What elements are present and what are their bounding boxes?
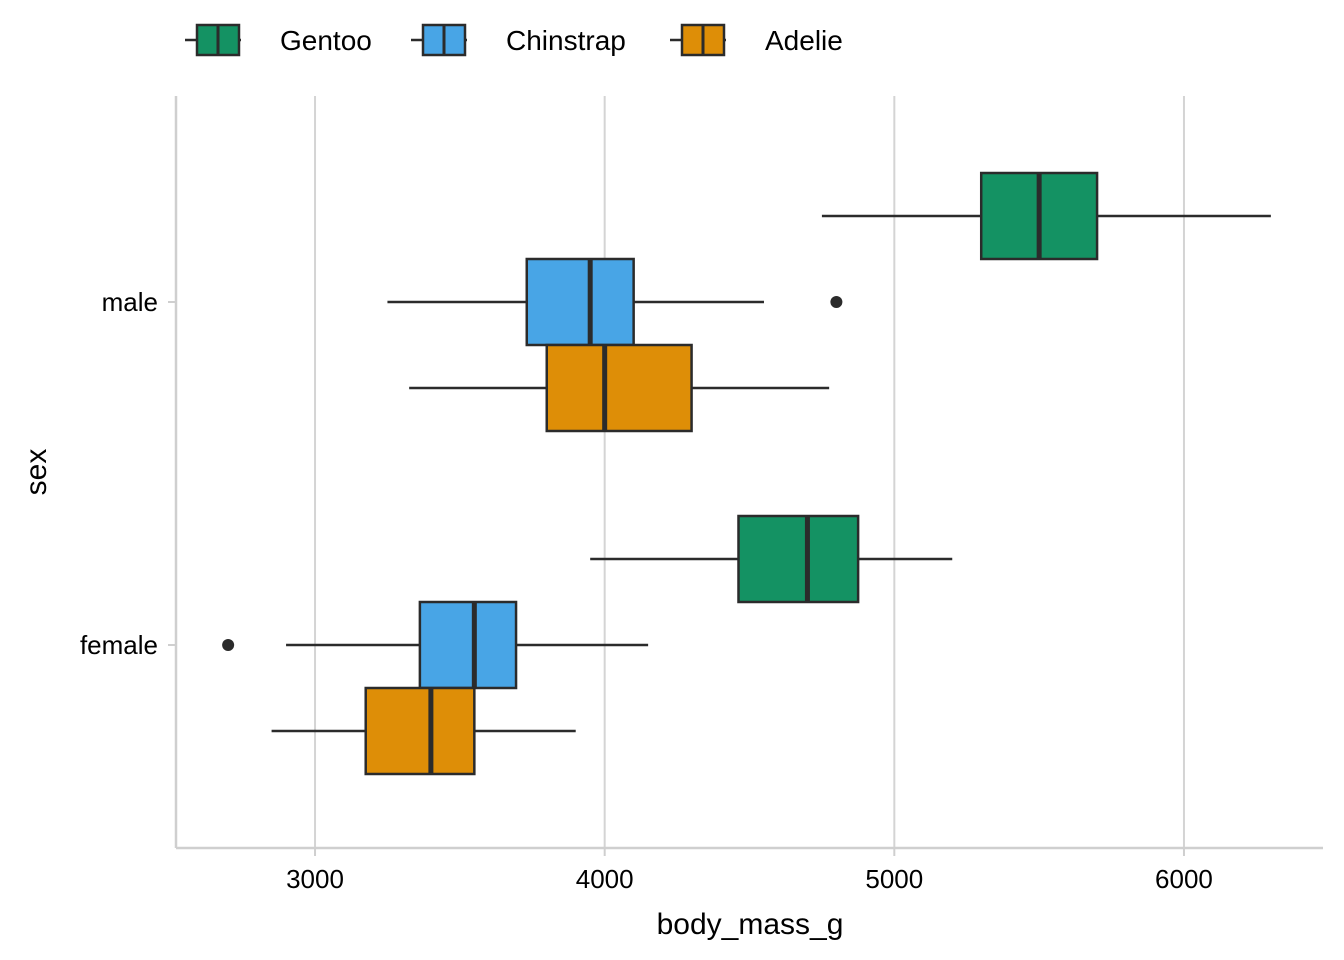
- x-tick-label-6000: 6000: [1155, 864, 1213, 894]
- x-tick-label-3000: 3000: [286, 864, 344, 894]
- legend-label-gentoo: Gentoo: [280, 25, 372, 56]
- box-gentoo-female: [590, 514, 953, 604]
- box-chinstrap-female: [222, 600, 649, 690]
- legend-item-adelie: Adelie: [670, 23, 843, 57]
- boxes: [222, 171, 1271, 776]
- y-tick-label-male: male: [102, 287, 158, 317]
- x-axis-ticks: 3000 4000 5000 6000: [286, 848, 1213, 894]
- legend-item-chinstrap: Chinstrap: [411, 23, 626, 57]
- plot-frame: [174, 96, 1323, 850]
- grid: [314, 96, 1185, 848]
- outlier-point-chinstrap-female-0: [222, 639, 235, 651]
- outlier-point-chinstrap-male-0: [830, 296, 843, 308]
- iqr-box-adelie-female: [364, 686, 476, 776]
- box-adelie-female: [271, 686, 576, 776]
- y-axis-title: sex: [20, 449, 53, 496]
- iqr-box-adelie-male: [545, 343, 693, 433]
- box-gentoo-male: [821, 171, 1271, 261]
- legend-item-gentoo: Gentoo: [185, 23, 372, 57]
- iqr-box-chinstrap-female: [418, 600, 518, 690]
- box-adelie-male: [409, 343, 830, 433]
- iqr-box-chinstrap-male: [525, 257, 635, 347]
- x-tick-label-4000: 4000: [576, 864, 634, 894]
- x-tick-label-5000: 5000: [865, 864, 923, 894]
- legend-label-chinstrap: Chinstrap: [506, 25, 626, 56]
- iqr-box-gentoo-female: [737, 514, 860, 604]
- legend: Gentoo Chinstrap Adelie: [185, 23, 843, 57]
- legend-label-adelie: Adelie: [765, 25, 843, 56]
- box-chinstrap-male: [387, 257, 843, 347]
- y-tick-label-female: female: [80, 630, 158, 660]
- y-axis-ticks: male female: [80, 287, 176, 660]
- x-axis-title: body_mass_g: [657, 908, 844, 941]
